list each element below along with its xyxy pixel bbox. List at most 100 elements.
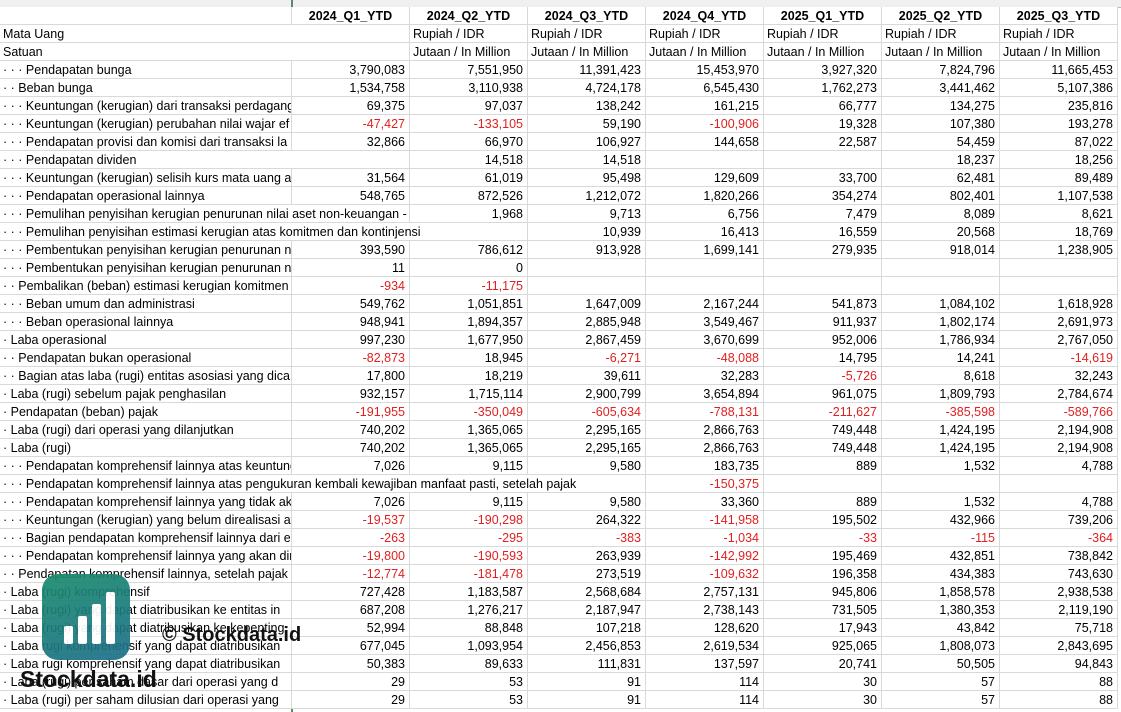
cell: 1,084,102: [882, 295, 1000, 313]
cell: 161,215: [646, 97, 764, 115]
row-label: · · · Pembentukan penyisihan kerugian pe…: [0, 241, 292, 259]
cell: 8,618: [882, 367, 1000, 385]
cell: 32,283: [646, 367, 764, 385]
cell: 997,230: [292, 331, 410, 349]
cell: 1,618,928: [1000, 295, 1118, 313]
cell: 17,800: [292, 367, 410, 385]
cell: 235,816: [1000, 97, 1118, 115]
cell: 114: [646, 673, 764, 691]
cell: 1,968: [410, 205, 528, 223]
cell: 273,519: [528, 565, 646, 583]
cell: 1,532: [882, 457, 1000, 475]
cell: 196,358: [764, 565, 882, 583]
cell: 18,237: [882, 151, 1000, 169]
cell: 1,699,141: [646, 241, 764, 259]
cell: 687,208: [292, 601, 410, 619]
cell: 14,241: [882, 349, 1000, 367]
cell: 1,276,217: [410, 601, 528, 619]
cell: 1,858,578: [882, 583, 1000, 601]
cell: -6,271: [528, 349, 646, 367]
cell: Rupiah / IDR: [528, 25, 646, 43]
cell: 7,479: [764, 205, 882, 223]
cell: 2,194,908: [1000, 439, 1118, 457]
cell: -191,955: [292, 403, 410, 421]
cell: 11: [292, 259, 410, 277]
cell: 2,938,538: [1000, 583, 1118, 601]
cell: 743,630: [1000, 565, 1118, 583]
cell: -589,766: [1000, 403, 1118, 421]
cell: [882, 259, 1000, 277]
cell: 913,928: [528, 241, 646, 259]
cell: 7,026: [292, 457, 410, 475]
cell: 8,089: [882, 205, 1000, 223]
watermark-logo: [42, 574, 130, 660]
cell: 22,587: [764, 133, 882, 151]
cell: 1,802,174: [882, 313, 1000, 331]
cell: 918,014: [882, 241, 1000, 259]
cell: -211,627: [764, 403, 882, 421]
cell: 50,505: [882, 655, 1000, 673]
cell: -14,619: [1000, 349, 1118, 367]
cell: Rupiah / IDR: [410, 25, 528, 43]
cell: 62,481: [882, 169, 1000, 187]
cell: Jutaan / In Million: [528, 43, 646, 61]
cell: 1,107,538: [1000, 187, 1118, 205]
cell: [646, 277, 764, 295]
cell: 14,518: [528, 151, 646, 169]
cell: 128,620: [646, 619, 764, 637]
cell: 195,469: [764, 547, 882, 565]
cell: 2,187,947: [528, 601, 646, 619]
cell: 66,970: [410, 133, 528, 151]
cell: 9,115: [410, 493, 528, 511]
cell: 4,724,178: [528, 79, 646, 97]
row-label: · · · Keuntungan (kerugian) selisih kurs…: [0, 169, 292, 187]
cell: 32,866: [292, 133, 410, 151]
cell: 2,866,763: [646, 439, 764, 457]
cell: 193,278: [1000, 115, 1118, 133]
cell: 6,756: [646, 205, 764, 223]
cell: 279,935: [764, 241, 882, 259]
cell: 749,448: [764, 421, 882, 439]
cell: 11,665,453: [1000, 61, 1118, 79]
cell: 111,831: [528, 655, 646, 673]
cell: 786,612: [410, 241, 528, 259]
column-header: 2024_Q3_YTD: [528, 7, 646, 25]
column-header: 2025_Q1_YTD: [764, 7, 882, 25]
cell: 7,551,950: [410, 61, 528, 79]
cell: 1,762,273: [764, 79, 882, 97]
cell: 2,784,674: [1000, 385, 1118, 403]
cell: 354,274: [764, 187, 882, 205]
cell: 18,219: [410, 367, 528, 385]
cell: 106,927: [528, 133, 646, 151]
column-header: 2024_Q1_YTD: [292, 7, 410, 25]
cell: 97,037: [410, 97, 528, 115]
cell: Jutaan / In Million: [410, 43, 528, 61]
cell: [764, 151, 882, 169]
cell: 9,713: [528, 205, 646, 223]
cell: 727,428: [292, 583, 410, 601]
cell: [882, 277, 1000, 295]
row-label: · · · Pendapatan operasional lainnya: [0, 187, 292, 205]
cell: 5,107,386: [1000, 79, 1118, 97]
cell: 948,941: [292, 313, 410, 331]
cell: 14,795: [764, 349, 882, 367]
cell: 1,424,195: [882, 439, 1000, 457]
cell: 2,767,050: [1000, 331, 1118, 349]
cell: -141,958: [646, 511, 764, 529]
row-label: · · Beban bunga: [0, 79, 292, 97]
cell: 32,243: [1000, 367, 1118, 385]
cell: 3,670,699: [646, 331, 764, 349]
cell: 1,534,758: [292, 79, 410, 97]
cell: 9,580: [528, 493, 646, 511]
cell: 87,022: [1000, 133, 1118, 151]
cell: -48,088: [646, 349, 764, 367]
cell: 17,943: [764, 619, 882, 637]
watermark-copyright: © Stockdata.id: [162, 624, 302, 646]
column-header: 2024_Q4_YTD: [646, 7, 764, 25]
cell: 144,658: [646, 133, 764, 151]
cell: 107,380: [882, 115, 1000, 133]
cell: -181,478: [410, 565, 528, 583]
cell: 1,051,851: [410, 295, 528, 313]
cell: 4,788: [1000, 457, 1118, 475]
cell: 66,777: [764, 97, 882, 115]
